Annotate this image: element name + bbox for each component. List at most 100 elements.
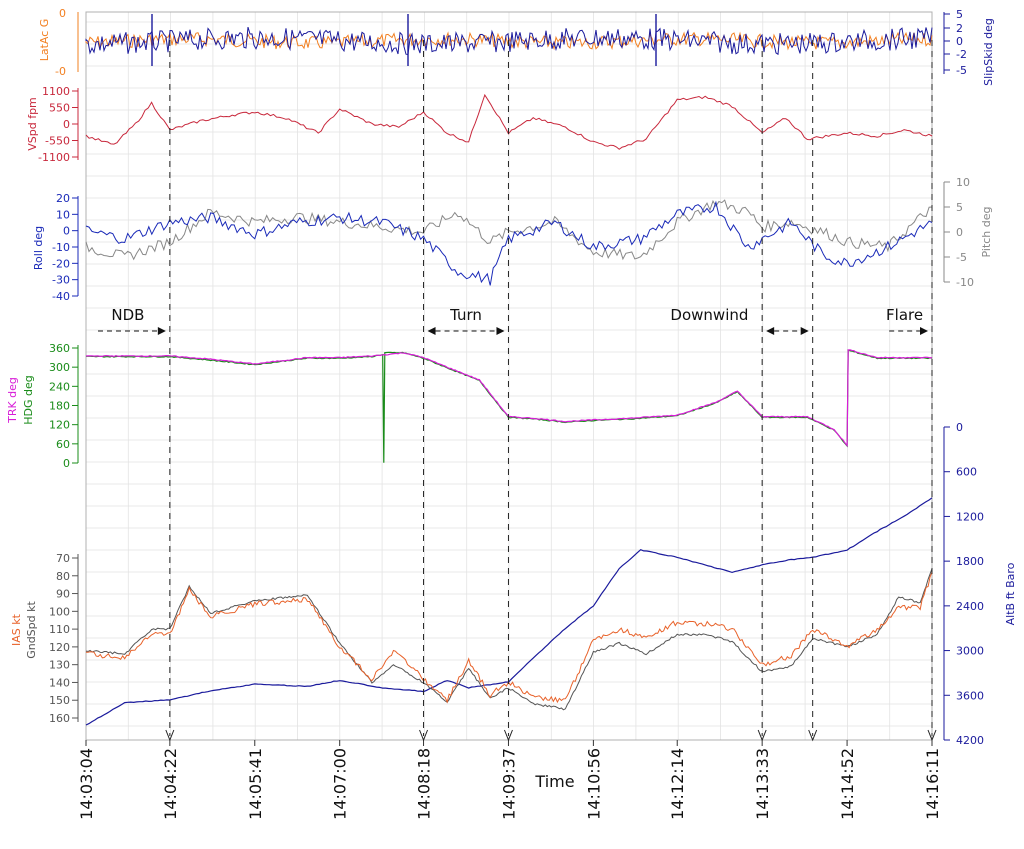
altitude-axis-label: AltB ft Baro [1004,562,1017,625]
x-axis-label: Time [534,772,574,791]
time-tick: 14:10:56 [584,748,603,820]
roll-tick: 10 [56,208,70,221]
heading-tick: 360 [49,342,70,355]
time-tick: 14:12:14 [668,748,687,820]
speed-tick: 160 [49,712,70,725]
event-arrow [808,729,818,742]
panel-attitude: 20 10 0 -10 -20 -30 -40 Roll deg 10 5 0 -5 -10 Pitch … [32,176,993,303]
phase-label-turn: Turn [449,306,482,324]
altitude-tick: 3600 [956,689,984,702]
latac-axis-label: LatAc G [38,19,51,62]
latac-tick: -0 [55,65,66,78]
time-tick: 14:03:04 [77,748,96,820]
hdg-axis-label: HDG deg [22,375,35,425]
trk-axis-label: TRK deg [6,377,19,424]
vspd-axis-label: VSpd fpm [26,97,39,151]
phase-arrow-head [800,327,809,335]
panel-speed-altitude: 160 150 140 130 120 110 100 90 80 70 IAS kt GndSpd … [10,421,1017,820]
phase-arrow-tail [766,327,775,335]
time-tick: 14:08:18 [415,748,434,820]
time-tick: 14:07:00 [331,748,350,820]
speed-tick: 90 [56,588,70,601]
vspd-tick: -550 [45,135,70,148]
speed-tick: 120 [49,641,70,654]
altitude-tick: 1200 [956,510,984,523]
series-ias-line [86,572,933,704]
heading-tick: 240 [49,380,70,393]
time-tick: 14:04:22 [161,748,180,820]
altitude-tick: 2400 [956,600,984,613]
roll-tick: -40 [52,290,70,303]
phase-label-downwind: Downwind [670,306,748,324]
pitch-tick: -10 [956,276,974,289]
speed-tick: 70 [56,552,70,565]
vspd-tick: -1100 [38,151,70,164]
pitch-tick: 10 [956,176,970,189]
vspd-tick: 1100 [42,85,70,98]
phase-arrow-tail [427,327,436,335]
pitch-tick: 0 [956,226,963,239]
roll-tick: -30 [52,274,70,287]
speed-tick: 80 [56,570,70,583]
speed-tick: 100 [49,605,70,618]
speed-tick: 110 [49,623,70,636]
slipskid-axis-label: SlipSkid deg [982,18,995,86]
roll-tick: -10 [52,241,70,254]
slipskid-tick: -5 [956,64,967,77]
roll-tick: 0 [63,225,70,238]
slipskid-tick: 2 [956,22,963,35]
vspd-tick: 0 [63,118,70,131]
phase-arrow-head [920,327,928,335]
speed-tick: 140 [49,676,70,689]
pitch-tick: -5 [956,251,967,264]
latac-tick: 0 [59,7,66,20]
event-arrow [757,729,767,742]
series-slipskid-line [85,26,933,56]
phase-label-ndb: NDB [111,306,144,324]
series-gndspd-line [85,568,933,711]
altitude-tick: 600 [956,466,977,479]
phase-label-flare: Flare [886,306,923,324]
vspd-tick: 550 [49,102,70,115]
time-tick: 14:16:11 [923,748,942,820]
time-tick: 14:09:37 [499,748,518,820]
heading-tick: 0 [63,457,70,470]
roll-tick: 20 [56,192,70,205]
phase-arrow-head [496,327,505,335]
time-tick: 14:13:33 [753,748,772,820]
phase-arrow-head [157,327,166,335]
time-tick: 14:05:41 [246,748,265,820]
altitude-tick: 3000 [956,645,984,658]
event-arrow [503,729,513,742]
series-roll-line [85,200,933,286]
altitude-tick: 0 [956,421,963,434]
roll-tick: -20 [52,257,70,270]
series-altb-line [85,497,933,726]
ias-axis-label: IAS kt [10,613,23,646]
pitch-tick: 5 [956,201,963,214]
panel-heading: 360 300 240 180 120 60 0 TRK deg HDG deg NDB Turn D… [6,306,933,470]
slipskid-tick: 5 [956,8,963,21]
gndspd-axis-label: GndSpd kt [25,601,38,659]
pitch-axis-label: Pitch deg [980,206,993,257]
event-markers [165,40,937,742]
slipskid-tick: -2 [956,48,967,61]
heading-tick: 300 [49,361,70,374]
altitude-tick: 4200 [956,734,984,747]
series-pitch-line [85,199,933,261]
roll-axis-label: Roll deg [32,226,45,270]
speed-tick: 130 [49,659,70,672]
speed-tick: 150 [49,694,70,707]
slipskid-tick: 0 [956,35,963,48]
heading-tick: 120 [49,419,70,432]
time-tick: 14:14:52 [838,748,857,820]
grid [85,12,933,740]
event-arrow [165,729,175,742]
altitude-tick: 1800 [956,555,984,568]
event-arrow [927,729,937,742]
heading-tick: 60 [56,438,70,451]
heading-tick: 180 [49,400,70,413]
